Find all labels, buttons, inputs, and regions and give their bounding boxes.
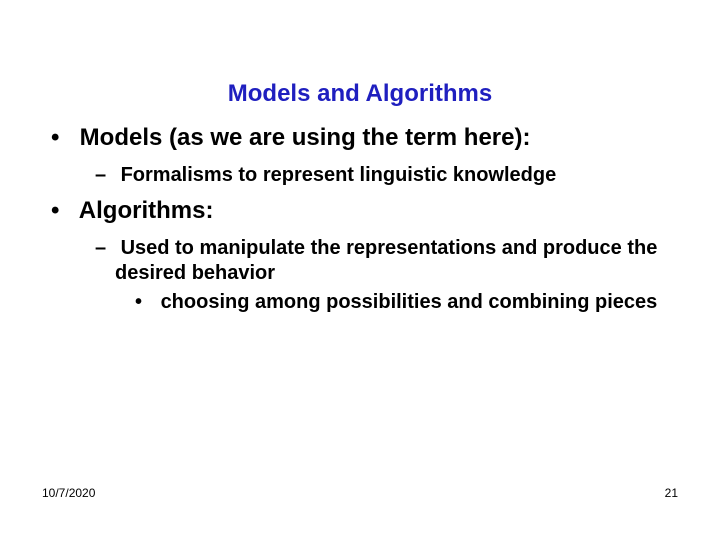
bullet-text: Models (as we are using the term here): — [80, 124, 531, 151]
bullet-level1: Algorithms: — [45, 196, 675, 226]
slide-title: Models and Algorithms — [0, 80, 720, 108]
bullet-level3: choosing among possibilities and combini… — [45, 290, 675, 315]
bullet-level2: Formalisms to represent linguistic knowl… — [45, 163, 675, 188]
bullet-text: Used to manipulate the representations a… — [115, 237, 657, 284]
slide-body: Models (as we are using the term here): … — [45, 115, 675, 315]
bullet-level2: Used to manipulate the representations a… — [45, 236, 675, 286]
footer-page-number: 21 — [665, 486, 678, 500]
slide: Models and Algorithms Models (as we are … — [0, 0, 720, 540]
bullet-text: choosing among possibilities and combini… — [161, 291, 658, 313]
bullet-level1: Models (as we are using the term here): — [45, 123, 675, 153]
bullet-text: Algorithms: — [79, 197, 214, 224]
bullet-text: Formalisms to represent linguistic knowl… — [121, 164, 557, 186]
footer-date: 10/7/2020 — [42, 486, 95, 500]
